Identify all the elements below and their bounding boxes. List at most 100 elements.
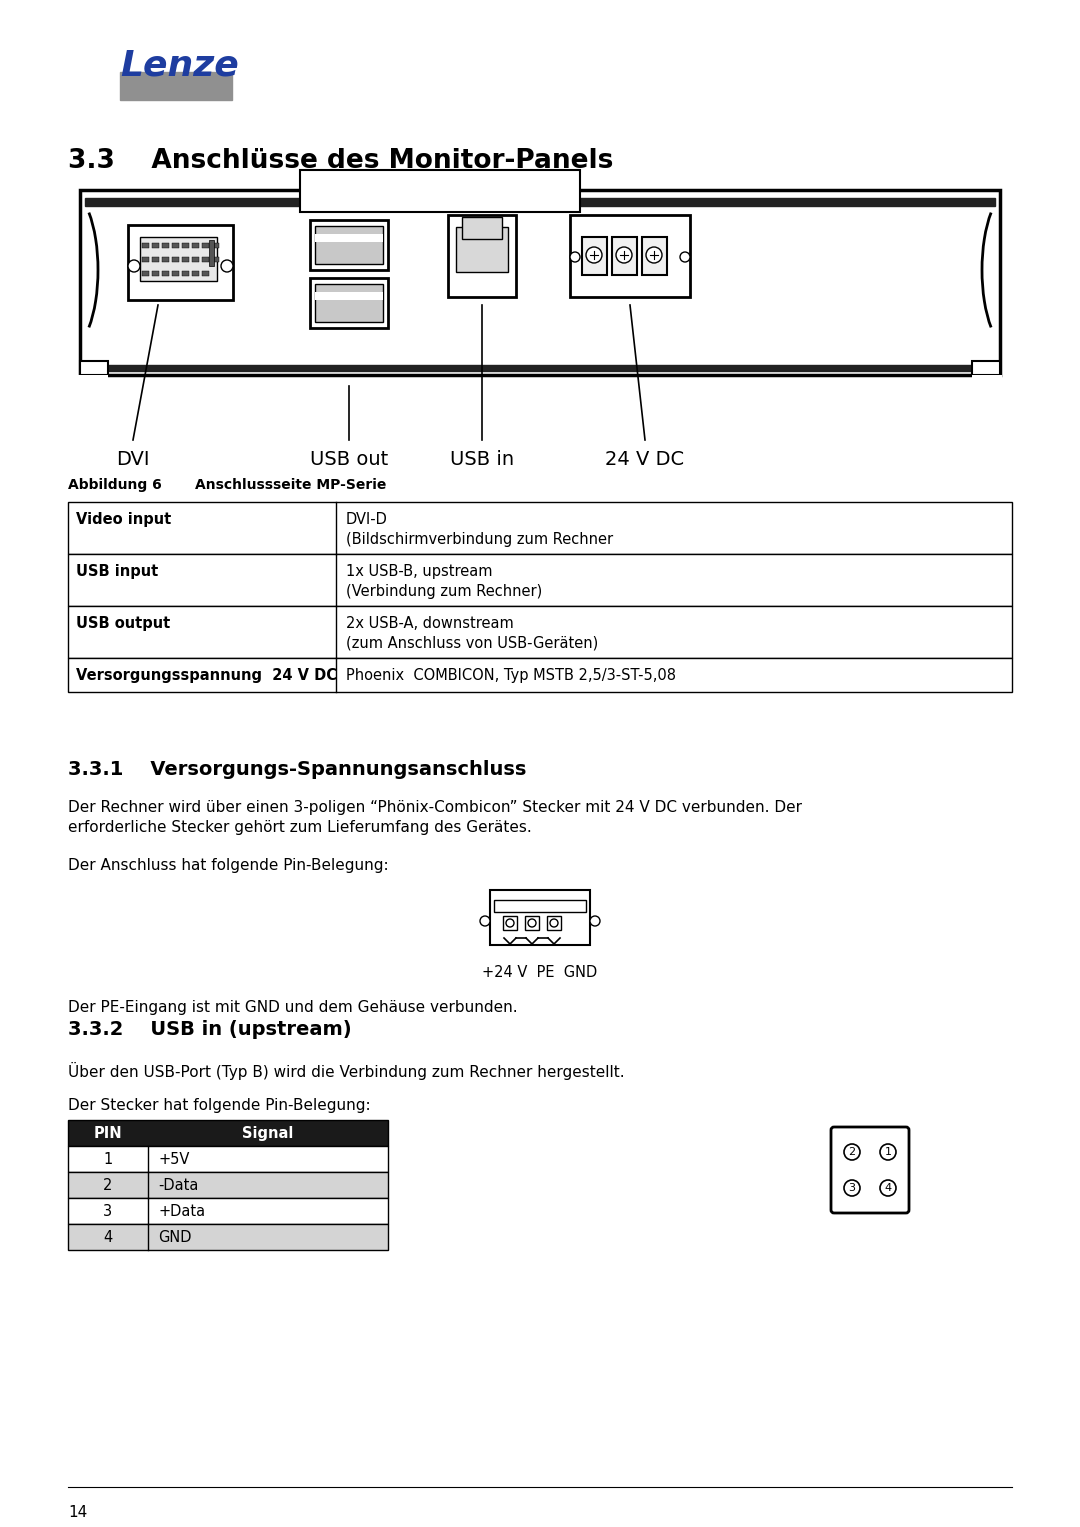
Text: 2: 2 — [849, 1147, 855, 1157]
Bar — [310, 220, 388, 270]
Text: Der Anschluss hat folgende Pin-Belegung:: Der Anschluss hat folgende Pin-Belegung: — [68, 858, 389, 873]
Text: Der Stecker hat folgende Pin-Belegung:: Der Stecker hat folgende Pin-Belegung: — [68, 1098, 370, 1113]
Text: +24 V  PE  GND: +24 V PE GND — [483, 965, 597, 980]
Bar — [490, 890, 590, 945]
Text: 14: 14 — [68, 1506, 87, 1519]
Text: USB output: USB output — [76, 615, 171, 631]
Text: Lenze: Lenze — [120, 47, 239, 82]
Bar — [68, 1173, 388, 1199]
Bar — [183, 257, 189, 263]
Bar — [202, 270, 210, 276]
Text: DVI-D: DVI-D — [346, 512, 388, 527]
Bar — [141, 257, 149, 263]
Text: 1: 1 — [104, 1151, 112, 1167]
Bar — [456, 228, 508, 272]
Text: 3.3.2    USB in (upstream): 3.3.2 USB in (upstream) — [68, 1020, 352, 1038]
Text: Der PE-Eingang ist mit GND und dem Gehäuse verbunden.: Der PE-Eingang ist mit GND und dem Gehäu… — [68, 1000, 517, 1015]
Bar — [183, 243, 189, 247]
Text: 3: 3 — [104, 1203, 112, 1219]
Text: erforderliche Stecker gehört zum Lieferumfang des Gerätes.: erforderliche Stecker gehört zum Lieferu… — [68, 820, 531, 835]
Text: (Bildschirmverbindung zum Rechner: (Bildschirmverbindung zum Rechner — [346, 531, 613, 547]
Text: USB in: USB in — [450, 450, 514, 469]
Bar — [80, 189, 1000, 376]
Circle shape — [590, 916, 600, 925]
Text: 3.3    Anschlüsse des Monitor-Panels: 3.3 Anschlüsse des Monitor-Panels — [68, 148, 613, 174]
Circle shape — [680, 252, 690, 263]
Bar — [448, 215, 516, 296]
Bar — [68, 1225, 388, 1251]
Text: DVI: DVI — [117, 450, 150, 469]
Bar — [972, 376, 1002, 389]
Circle shape — [507, 919, 514, 927]
Bar — [141, 270, 149, 276]
Bar — [183, 270, 189, 276]
Text: Signal: Signal — [242, 1125, 294, 1141]
Bar — [202, 257, 210, 263]
Text: 3: 3 — [849, 1183, 855, 1193]
Bar — [210, 240, 214, 266]
Circle shape — [221, 260, 233, 272]
Text: (Verbindung zum Rechner): (Verbindung zum Rechner) — [346, 583, 542, 599]
Bar — [525, 916, 539, 930]
Circle shape — [480, 916, 490, 925]
Bar — [972, 360, 1000, 376]
Text: 24 V DC: 24 V DC — [606, 450, 685, 469]
Bar — [315, 292, 383, 299]
Bar — [570, 215, 690, 296]
Bar — [212, 243, 219, 247]
Bar — [310, 278, 388, 328]
Text: USB out: USB out — [310, 450, 388, 469]
Circle shape — [528, 919, 536, 927]
Bar — [192, 243, 199, 247]
Bar — [68, 502, 1012, 554]
Circle shape — [843, 1144, 860, 1161]
Bar — [152, 257, 159, 263]
Bar — [141, 243, 149, 247]
Text: USB input: USB input — [76, 563, 159, 579]
Bar — [85, 365, 995, 371]
Circle shape — [616, 247, 632, 263]
Bar — [68, 606, 1012, 658]
Circle shape — [550, 919, 558, 927]
Bar — [68, 1119, 388, 1145]
Bar — [68, 1145, 388, 1173]
Text: 1x USB-B, upstream: 1x USB-B, upstream — [346, 563, 492, 579]
Bar — [172, 257, 179, 263]
Text: 2x USB-A, downstream: 2x USB-A, downstream — [346, 615, 514, 631]
FancyBboxPatch shape — [831, 1127, 909, 1212]
Bar — [68, 554, 1012, 606]
Text: 4: 4 — [885, 1183, 892, 1193]
Bar — [68, 658, 1012, 692]
Bar — [315, 284, 383, 322]
Bar — [612, 237, 637, 275]
Text: +5V: +5V — [158, 1151, 189, 1167]
Circle shape — [586, 247, 602, 263]
Bar — [642, 237, 667, 275]
Bar — [140, 237, 217, 281]
Text: DIGITEC: DIGITEC — [125, 102, 213, 122]
Text: 2: 2 — [104, 1177, 112, 1193]
Bar — [85, 199, 995, 206]
Text: Video input: Video input — [76, 512, 172, 527]
Text: Über den USB-Port (Typ B) wird die Verbindung zum Rechner hergestellt.: Über den USB-Port (Typ B) wird die Verbi… — [68, 1061, 624, 1080]
Text: Abbildung 6: Abbildung 6 — [68, 478, 162, 492]
Bar — [546, 916, 561, 930]
Bar — [172, 270, 179, 276]
Bar — [162, 270, 168, 276]
Bar — [202, 243, 210, 247]
Bar — [192, 257, 199, 263]
Text: (zum Anschluss von USB-Geräten): (zum Anschluss von USB-Geräten) — [346, 637, 598, 651]
Circle shape — [880, 1144, 896, 1161]
Bar — [503, 916, 517, 930]
Circle shape — [570, 252, 580, 263]
Text: Anschlussseite MP-Serie: Anschlussseite MP-Serie — [195, 478, 387, 492]
Bar — [315, 226, 383, 264]
Bar — [80, 360, 108, 376]
Text: PIN: PIN — [94, 1125, 122, 1141]
Bar — [172, 243, 179, 247]
Bar — [152, 243, 159, 247]
Bar — [68, 1199, 388, 1225]
Circle shape — [129, 260, 140, 272]
Bar — [162, 243, 168, 247]
Text: 4: 4 — [104, 1231, 112, 1245]
